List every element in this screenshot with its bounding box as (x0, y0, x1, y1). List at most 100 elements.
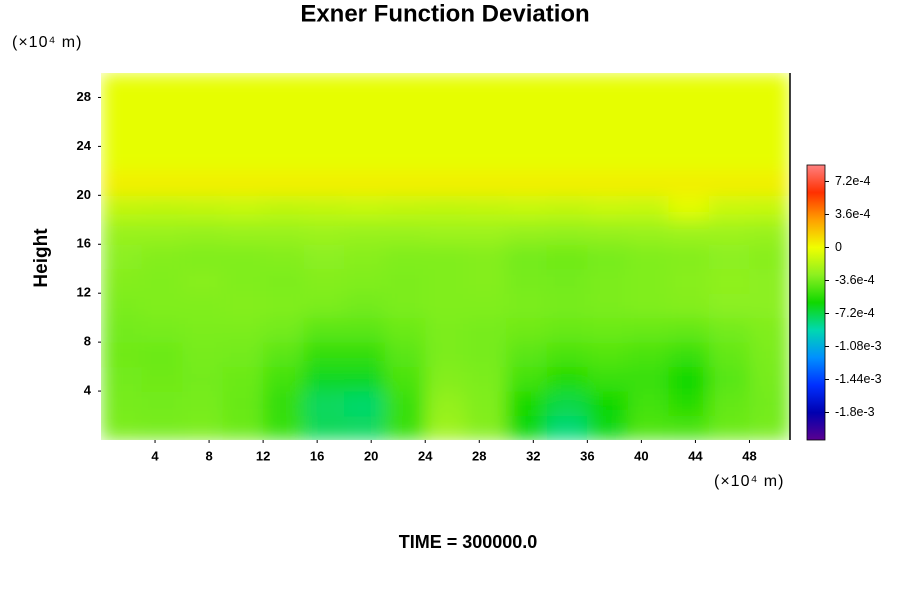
field-cell (384, 244, 426, 270)
field-cell (546, 268, 588, 294)
field-cell (344, 121, 386, 147)
field-cell (101, 293, 143, 319)
field-cell (546, 195, 588, 221)
field-cell (384, 366, 426, 392)
field-cell (506, 293, 548, 319)
field-cell (749, 391, 790, 417)
field-cell (344, 391, 386, 417)
field-cell (101, 244, 143, 270)
field-cell (384, 342, 426, 368)
field-cell (425, 342, 467, 368)
field-cell (303, 317, 345, 343)
field-cell (425, 366, 467, 392)
field-cell (708, 195, 750, 221)
field-cell (344, 73, 386, 98)
colorbar-tick-label: -1.8e-3 (835, 405, 875, 419)
colorbar-tick-label: -1.44e-3 (835, 372, 882, 386)
field-cell (222, 317, 264, 343)
field-cell (668, 317, 710, 343)
field-cell (546, 146, 588, 172)
field-cell (465, 366, 507, 392)
field-cell (303, 97, 345, 123)
field-cell (344, 342, 386, 368)
field-cell (749, 170, 790, 196)
field-cell (263, 146, 305, 172)
field-cell (587, 415, 629, 440)
field-cell (749, 268, 790, 294)
field-cell (668, 244, 710, 270)
field-cell (587, 146, 629, 172)
field-cell (627, 391, 669, 417)
field-cell (749, 121, 790, 147)
y-unit-label: (×10⁴ m) (12, 34, 82, 51)
field-cell (587, 170, 629, 196)
field-cell (182, 293, 224, 319)
field-cell (546, 342, 588, 368)
field-cell (546, 391, 588, 417)
field-cell (141, 195, 183, 221)
field-cell (506, 170, 548, 196)
field-cell (668, 268, 710, 294)
field-cell (222, 195, 264, 221)
field-cell (101, 195, 143, 221)
field-cell (668, 195, 710, 221)
field-cell (263, 219, 305, 245)
field-cell (546, 293, 588, 319)
field-cell (384, 97, 426, 123)
field-cell (506, 317, 548, 343)
field-cell (141, 366, 183, 392)
field-cell (141, 97, 183, 123)
field-cell (303, 391, 345, 417)
field-cell (627, 293, 669, 319)
field-cell (425, 244, 467, 270)
field-cell (465, 391, 507, 417)
field-cell (465, 268, 507, 294)
field-cell (182, 244, 224, 270)
field-cell (506, 195, 548, 221)
field-cell (749, 293, 790, 319)
field-cell (344, 219, 386, 245)
y-tick-label: 16 (77, 236, 91, 251)
field-cell (425, 73, 467, 98)
field-cell (182, 317, 224, 343)
field-cell (222, 268, 264, 294)
field-cell (546, 170, 588, 196)
field-cell (425, 415, 467, 440)
field-cell (384, 415, 426, 440)
field-cell (344, 195, 386, 221)
field-cell (303, 415, 345, 440)
y-tick-label: 24 (77, 138, 92, 153)
field-cell (749, 146, 790, 172)
field-cell (303, 293, 345, 319)
field-cell (506, 342, 548, 368)
x-tick-label: 12 (256, 448, 270, 463)
field-cell (141, 146, 183, 172)
field-cell (141, 121, 183, 147)
field-cell (263, 244, 305, 270)
field-cell (303, 195, 345, 221)
field-cell (506, 219, 548, 245)
field-cell (303, 73, 345, 98)
field-cell (668, 293, 710, 319)
colorbar-tick-label: -3.6e-4 (835, 273, 875, 287)
field-cell (627, 195, 669, 221)
field-cell (708, 146, 750, 172)
field-cell (668, 146, 710, 172)
x-tick-label: 4 (151, 448, 159, 463)
field-cell (222, 121, 264, 147)
field-cell (222, 342, 264, 368)
field-cell (425, 97, 467, 123)
field-cell (668, 121, 710, 147)
field-cell (182, 391, 224, 417)
field-cell (263, 73, 305, 98)
y-tick-label: 28 (77, 89, 91, 104)
field-cell (708, 121, 750, 147)
x-tick-label: 40 (634, 448, 648, 463)
field-cell (627, 219, 669, 245)
field-cell (263, 366, 305, 392)
field-cell (384, 121, 426, 147)
field-cell (303, 366, 345, 392)
field-cell (546, 73, 588, 98)
field-cell (668, 219, 710, 245)
